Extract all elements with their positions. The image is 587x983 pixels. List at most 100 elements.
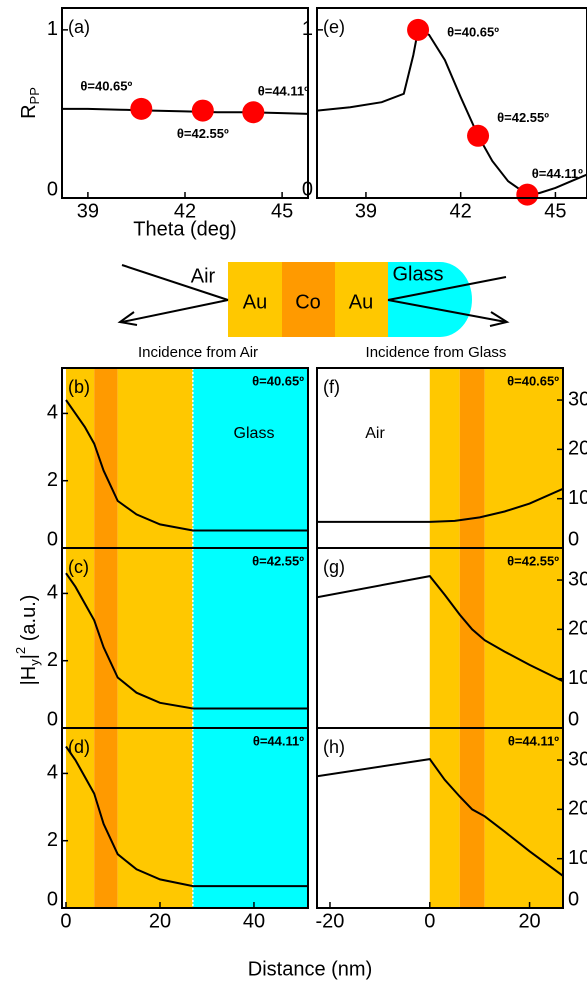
panel-label: (b) (68, 377, 90, 397)
figure: Theta (deg) Distance (nm) RPP |Hy|2 (a.u… (0, 0, 587, 983)
x-tick-label: 39 (77, 200, 99, 222)
x-tick-label: 42 (174, 200, 196, 222)
y-tick-label: 0 (302, 178, 313, 200)
panel-label: (g) (323, 557, 345, 577)
y2-tick-label: 0 (568, 528, 579, 550)
y-tick-label: 0 (47, 528, 58, 550)
x-tick-label: 20 (149, 910, 171, 932)
material-layer (485, 548, 563, 728)
point-label: θ=44.11º (532, 166, 583, 181)
panel-label: (c) (68, 557, 89, 577)
y-axis-title-sub: PP (27, 87, 42, 104)
y-tick-label: 4 (47, 402, 58, 424)
angle-annotation: θ=42.55º (507, 553, 559, 568)
x-tick-label: 45 (271, 200, 293, 222)
angle-annotation: θ=42.55º (252, 553, 304, 568)
y-tick-label: 0 (47, 708, 58, 730)
panel-label: (a) (68, 17, 90, 37)
panel-label: (f) (323, 377, 340, 397)
panel-label: (e) (323, 17, 345, 37)
y2-tick-label: 10 (568, 847, 587, 869)
point-label: θ=42.55º (177, 126, 229, 141)
material-layer (94, 728, 117, 908)
data-point (192, 100, 214, 122)
point-label: θ=44.11º (258, 84, 309, 99)
material-layer (193, 368, 308, 548)
y-axis-title-part: (a.u.) (18, 595, 40, 647)
material-layer (460, 368, 485, 548)
plot-area (66, 548, 308, 728)
y-tick-label: 2 (47, 649, 58, 671)
data-point (467, 125, 489, 147)
material-layer (118, 368, 193, 548)
data-point (242, 101, 264, 123)
y-tick-label: 4 (47, 582, 58, 604)
region-label: Air (365, 425, 385, 442)
y2-tick-label: 0 (568, 888, 579, 910)
plot-area (317, 548, 563, 728)
x-tick-label: 0 (60, 910, 71, 932)
x-tick-label: 39 (355, 200, 377, 222)
layer-diagram: Air Glass Au Co Au Incidence from Air In… (120, 262, 507, 361)
x-tick-label: -20 (316, 910, 345, 932)
y2-tick-label: 20 (568, 438, 587, 460)
x-tick-label: 42 (450, 200, 472, 222)
material-layer (118, 728, 193, 908)
y-tick-label: 0 (47, 888, 58, 910)
y-tick-label: 1 (302, 18, 313, 40)
layer-label: Au (243, 291, 267, 313)
y-tick-label: 4 (47, 762, 58, 784)
y2-tick-label: 30 (568, 388, 587, 410)
column-heading: Incidence from Air (138, 344, 258, 361)
x-tick-label: 40 (243, 910, 265, 932)
angle-annotation: θ=44.11º (253, 733, 304, 748)
panel-label: (d) (68, 737, 90, 757)
point-label: θ=40.65º (80, 78, 132, 93)
x-axis-title: Distance (nm) (248, 958, 372, 980)
material-layer (485, 368, 563, 548)
point-label: θ=40.65º (447, 24, 499, 39)
y-axis-title-part: |H (18, 666, 40, 686)
plot-area (66, 368, 308, 548)
y-tick-label: 2 (47, 829, 58, 851)
plot-area (317, 368, 563, 548)
x-tick-label: 0 (424, 910, 435, 932)
material-layer (430, 728, 460, 908)
data-line (62, 109, 308, 114)
y-axis-title-part: R (18, 104, 40, 118)
plot-frame (62, 8, 308, 198)
material-layer (460, 728, 485, 908)
angle-annotation: θ=40.65º (507, 373, 559, 388)
plot-area (317, 728, 563, 908)
y-tick-label: 1 (47, 18, 58, 40)
y2-tick-label: 10 (568, 667, 587, 689)
layer-label: Co (295, 291, 321, 313)
data-point (516, 184, 538, 206)
region-label: Glass (234, 425, 275, 442)
material-layer (193, 548, 308, 728)
y-axis-title-sup: 2 (13, 647, 28, 654)
y2-tick-label: 0 (568, 708, 579, 730)
material-layer (94, 548, 117, 728)
y2-tick-label: 30 (568, 568, 587, 590)
medium-label: Glass (392, 263, 443, 285)
data-point (130, 98, 152, 120)
y2-tick-label: 10 (568, 487, 587, 509)
x-tick-label: 45 (544, 200, 566, 222)
y-tick-label: 2 (47, 469, 58, 491)
panel-label: (h) (323, 737, 345, 757)
y2-tick-label: 20 (568, 798, 587, 820)
material-layer (94, 368, 117, 548)
material-layer (193, 728, 308, 908)
medium-label: Air (191, 265, 216, 287)
y-axis-title: |Hy|2 (a.u.) (13, 595, 42, 686)
y-axis-title: RPP (18, 87, 42, 119)
point-label: θ=42.55º (497, 110, 549, 125)
column-heading: Incidence from Glass (366, 344, 507, 361)
plot-area (66, 728, 308, 908)
plot-area (62, 109, 308, 114)
x-tick-label: 20 (518, 910, 540, 932)
angle-annotation: θ=40.65º (252, 373, 304, 388)
y-tick-label: 0 (47, 178, 58, 200)
reflected-ray (122, 300, 228, 322)
